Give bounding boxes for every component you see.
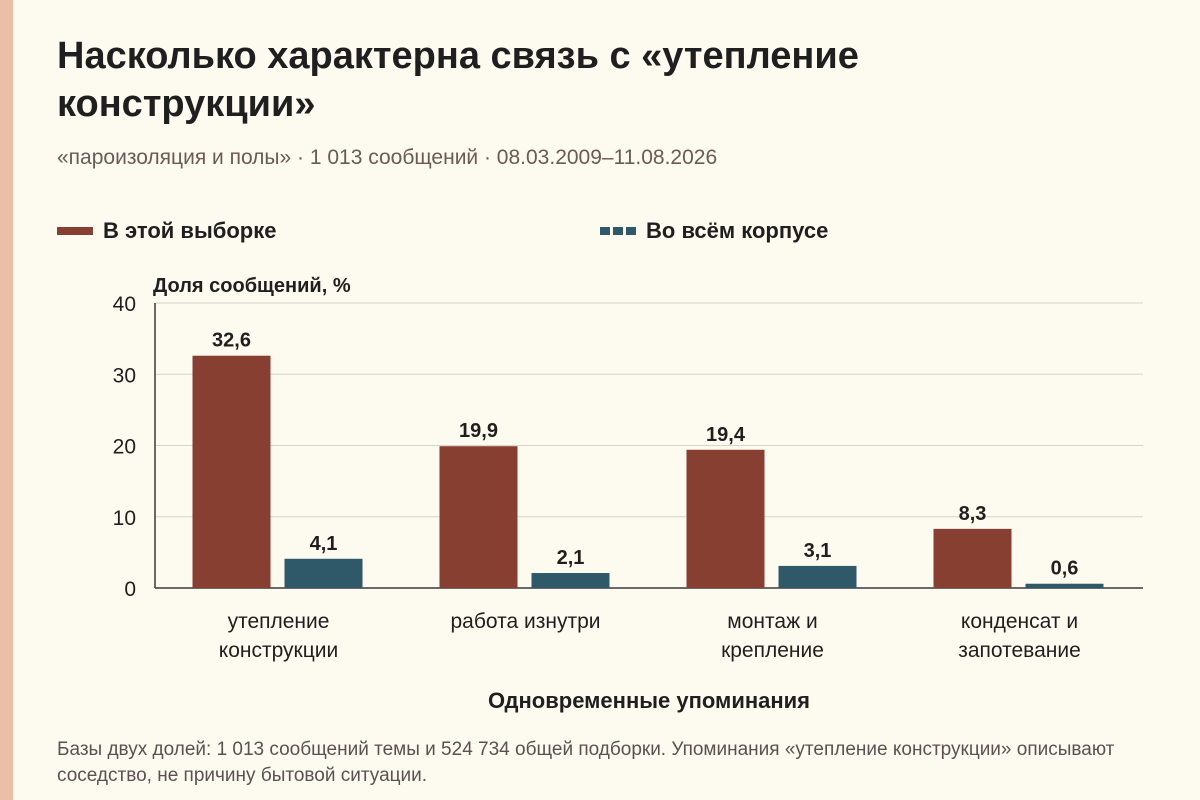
accent-strip <box>0 0 13 800</box>
bar-corpus <box>1025 583 1104 588</box>
legend-label-sample: В этой выборке <box>103 218 277 243</box>
y-axis-title: Доля сообщений, % <box>153 275 351 297</box>
bar-sample <box>933 528 1012 588</box>
bar-value-label: 19,9 <box>459 420 498 442</box>
bar-value-label: 3,1 <box>804 540 832 562</box>
bar-corpus <box>778 565 857 588</box>
legend-swatch-sample <box>57 227 93 235</box>
x-tick-label: конструкции <box>219 639 338 662</box>
y-tick-label: 20 <box>113 436 136 459</box>
bar-sample <box>192 355 271 588</box>
y-tick-label: 30 <box>113 364 136 387</box>
x-tick-label: запотевание <box>958 639 1081 662</box>
bar-sample <box>686 449 765 588</box>
bar-value-label: 32,6 <box>212 330 251 352</box>
x-tick-label: конденсат и <box>961 610 1078 633</box>
x-tick-label: крепление <box>721 639 824 662</box>
bar-sample <box>439 446 518 588</box>
bar-value-label: 2,1 <box>557 547 585 569</box>
bar-chart: 0 10 20 30 40 Доля сообщений, % 32,6 4,1 утеплен… <box>113 275 1143 713</box>
x-tick-label: утепление <box>228 610 330 633</box>
bar-value-label: 19,4 <box>706 424 746 446</box>
footnote: Базы двух долей: 1 013 сообщений темы и … <box>57 739 1115 786</box>
y-tick-label: 0 <box>124 578 136 601</box>
x-axis-title: Одновременные упоминания <box>488 688 810 713</box>
legend-item-corpus: Во всём корпусе <box>600 218 828 244</box>
x-tick-label: монтаж и <box>727 610 817 633</box>
legend-label-corpus: Во всём корпусе <box>646 218 829 243</box>
chart-subtitle: «пароизоляция и полы» · 1 013 сообщений … <box>57 146 718 169</box>
bar-corpus <box>531 573 610 588</box>
chart-title: Насколько характерна связь с «утепление … <box>57 35 859 125</box>
legend-item-sample: В этой выборке <box>57 218 276 244</box>
bar-value-label: 8,3 <box>959 503 987 525</box>
bar-value-label: 0,6 <box>1051 558 1079 580</box>
bar-corpus <box>284 558 363 588</box>
legend-swatch-corpus <box>600 227 636 235</box>
y-tick-label: 40 <box>113 293 136 316</box>
x-tick-label: работа изнутри <box>451 610 601 633</box>
y-tick-label: 10 <box>113 507 136 530</box>
bar-value-label: 4,1 <box>310 533 338 555</box>
